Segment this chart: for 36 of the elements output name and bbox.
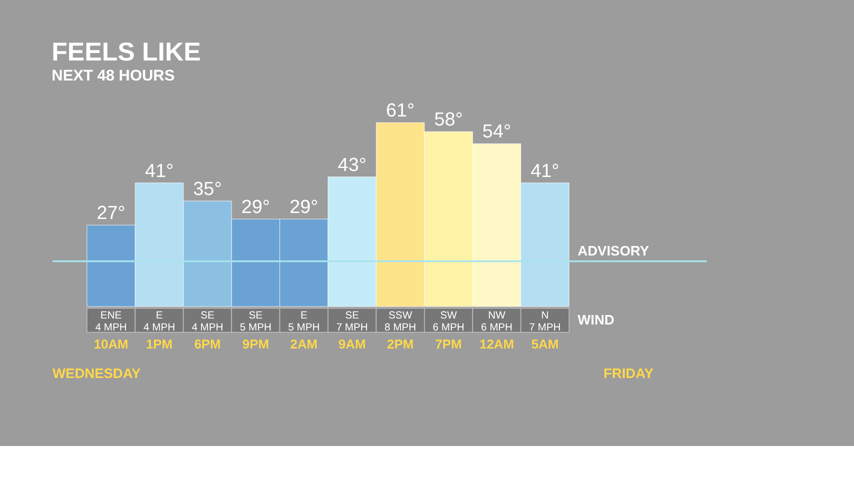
data-label: 27° [96, 203, 126, 224]
x-tick-label: 5AM [531, 336, 559, 352]
chart-title: FEELS LIKE [52, 38, 201, 67]
text: SE 7 MPH [336, 310, 368, 334]
text: WIND [578, 312, 614, 328]
text: SSW 8 MPH [384, 310, 416, 334]
text: FRIDAY [603, 366, 654, 381]
data-label: 35° [193, 178, 222, 200]
text: E 5 MPH [288, 310, 320, 334]
text: E 4 MPH [143, 310, 176, 334]
ref-line-label: ADVISORY [578, 243, 650, 258]
data-label: 61° [386, 100, 415, 122]
x-tick-label: 7PM [435, 336, 462, 352]
data-label: 41° [530, 160, 560, 182]
data-label: 29° [241, 197, 270, 218]
data-label: 54° [482, 122, 512, 143]
text: WEDNESDAY [52, 366, 141, 381]
text: NW 6 MPH [480, 310, 513, 334]
x-tick-label: 1PM [146, 336, 173, 352]
text: SE 5 MPH [240, 310, 272, 334]
x-tick-label: 9PM [242, 336, 269, 352]
x-tick-label: 10AM [94, 336, 128, 352]
text: SE 4 MPH [192, 310, 224, 334]
chart-subtitle: NEXT 48 HOURS [52, 67, 175, 84]
text: ENE 4 MPH [95, 310, 127, 334]
data-label: 29° [290, 197, 318, 218]
text: SW 6 MPH [432, 310, 464, 334]
x-tick-label: 12AM [480, 336, 514, 352]
x-tick-label: 6PM [194, 336, 221, 352]
x-tick-label: 2AM [290, 336, 318, 352]
data-label: 58° [434, 110, 463, 131]
data-label: 41° [144, 160, 174, 182]
x-tick-label: 9AM [338, 336, 366, 352]
text: N 7 MPH [529, 310, 561, 334]
x-tick-label: 2PM [387, 336, 414, 352]
data-label: 43° [338, 154, 366, 176]
